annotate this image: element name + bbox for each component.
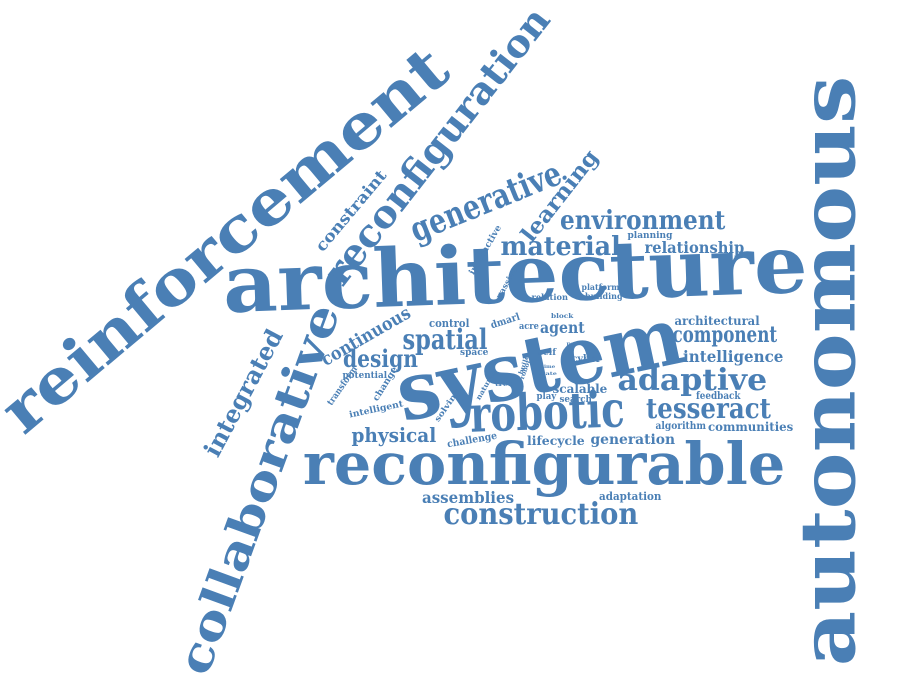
word-generation: generation xyxy=(590,432,676,448)
word-block: block xyxy=(550,313,574,320)
word-acre: acre xyxy=(518,321,539,332)
word-potential: potential xyxy=(342,370,388,381)
word-search: search xyxy=(559,394,592,405)
word-relation: relation xyxy=(530,292,568,302)
word-space: space xyxy=(460,347,489,358)
word-construction: construction xyxy=(443,497,639,532)
word-play: play xyxy=(535,391,556,402)
word-scalable: scalable xyxy=(552,382,608,396)
word-building: building xyxy=(585,291,623,301)
word-architectural: architectural xyxy=(674,314,760,328)
word-feedback: feedback xyxy=(695,391,741,402)
word-algorithm: algorithm xyxy=(655,421,706,432)
word-autonomous: autonomous xyxy=(783,75,873,667)
word-path: path xyxy=(566,340,582,347)
word-self: self xyxy=(538,347,557,358)
word-component: component xyxy=(672,322,778,348)
word-assemblies: assemblies xyxy=(421,488,515,507)
word-adaptive: adaptive xyxy=(617,363,767,398)
word-state: state xyxy=(539,370,557,377)
word-environment: environment xyxy=(559,206,725,236)
word-lifecycle: lifecycle xyxy=(526,434,585,448)
word-intelligent: intelligent xyxy=(347,398,404,421)
word-design: design xyxy=(342,344,418,373)
word-spatial: spatial xyxy=(402,323,488,356)
word-cyber: cyber xyxy=(570,354,601,365)
word-material: material xyxy=(499,232,621,262)
word-control: control xyxy=(429,316,470,330)
word-intelligence: intelligence xyxy=(683,347,784,366)
word-adaptation: adaptation xyxy=(599,489,662,503)
word-relationship: relationship xyxy=(644,238,744,257)
word-communities: communities xyxy=(707,420,793,434)
word-agent: agent xyxy=(539,318,585,337)
word-platform: platform xyxy=(581,282,619,292)
word-physical: physical xyxy=(351,423,437,447)
word-reconfigurable: reconfigurable xyxy=(302,430,786,498)
word-tree: tree xyxy=(495,378,513,388)
word-time: time xyxy=(541,363,555,370)
word-tesseract: tesseract xyxy=(645,392,771,425)
word-planning: planning xyxy=(627,230,673,241)
